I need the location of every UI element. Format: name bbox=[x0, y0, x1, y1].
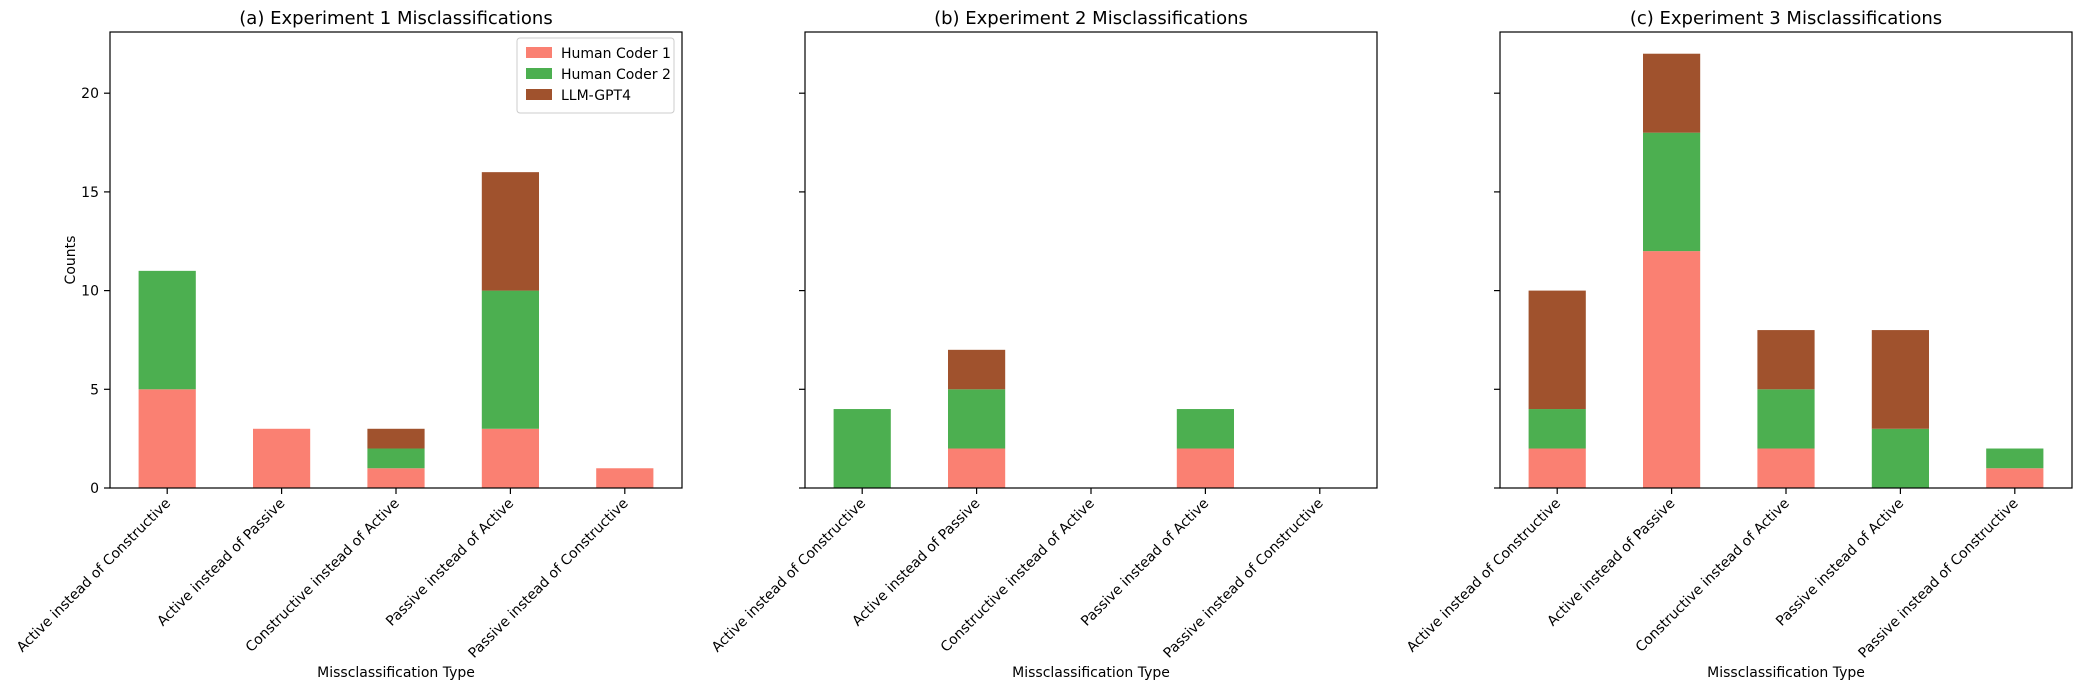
y-tick-label: 0 bbox=[90, 481, 99, 497]
bar-human-coder-1-3 bbox=[367, 468, 425, 488]
x-tick-label: Active instead of Passive bbox=[154, 496, 288, 630]
bar-llm-gpt4-4 bbox=[1871, 330, 1929, 429]
bar-llm-gpt4-3 bbox=[367, 428, 425, 449]
x-tick-label: Passive instead of Active bbox=[1773, 496, 1907, 630]
bar-human-coder-2-4 bbox=[1176, 409, 1234, 449]
x-tick-label: Passive instead of Active bbox=[383, 496, 517, 630]
bar-human-coder-2-5 bbox=[1986, 448, 2044, 469]
legend: Human Coder 1 Human Coder 2 LLM-GPT4 bbox=[516, 37, 675, 114]
bar-human-coder-1-3 bbox=[1757, 448, 1815, 488]
chart-title: (a) Experiment 1 Misclassifications bbox=[239, 8, 552, 29]
bar-llm-gpt4-4 bbox=[481, 172, 539, 291]
y-tick-label: 10 bbox=[81, 284, 99, 300]
x-tick-label: Active instead of Passive bbox=[849, 496, 983, 630]
bar-llm-gpt4-3 bbox=[1757, 330, 1815, 390]
x-axis-label: Missclassification Type bbox=[1012, 665, 1170, 681]
x-tick-label: Active instead of Constructive bbox=[1404, 496, 1564, 656]
bar-human-coder-1-4 bbox=[1176, 448, 1234, 488]
legend-swatch bbox=[526, 47, 552, 58]
y-axis-label: Counts bbox=[63, 236, 79, 285]
chart-title: (c) Experiment 3 Misclassifications bbox=[1630, 8, 1942, 29]
legend-label: Human Coder 2 bbox=[561, 67, 671, 83]
bar-human-coder-2-3 bbox=[1757, 389, 1815, 449]
legend-label: Human Coder 1 bbox=[561, 46, 671, 62]
x-tick-label: Passive instead of Active bbox=[1078, 496, 1212, 630]
bar-human-coder-1-1 bbox=[138, 389, 196, 488]
bar-human-coder-2-1 bbox=[833, 409, 891, 488]
bar-llm-gpt4-1 bbox=[1528, 290, 1586, 410]
y-tick-label: 15 bbox=[81, 185, 99, 201]
y-tick-label: 20 bbox=[81, 86, 99, 102]
bar-human-coder-1-2 bbox=[1643, 251, 1701, 488]
y-tick-label: 5 bbox=[90, 382, 99, 398]
bar-human-coder-1-2 bbox=[253, 428, 311, 488]
legend-label: LLM-GPT4 bbox=[561, 88, 631, 104]
x-tick-label: Active instead of Constructive bbox=[709, 496, 869, 656]
bar-human-coder-2-1 bbox=[138, 270, 196, 390]
bar-human-coder-2-1 bbox=[1528, 409, 1586, 449]
x-axis-label: Missclassification Type bbox=[317, 665, 475, 681]
bar-human-coder-1-5 bbox=[1986, 468, 2044, 488]
bar-human-coder-2-2 bbox=[948, 389, 1006, 449]
bar-human-coder-2-4 bbox=[481, 290, 539, 429]
bar-llm-gpt4-2 bbox=[1643, 53, 1701, 133]
x-axis-label: Missclassification Type bbox=[1707, 665, 1865, 681]
legend-box bbox=[516, 37, 675, 114]
bar-llm-gpt4-2 bbox=[948, 349, 1006, 390]
legend-swatch bbox=[526, 68, 552, 79]
bar-human-coder-2-4 bbox=[1871, 428, 1929, 488]
bar-human-coder-1-5 bbox=[596, 468, 654, 488]
bar-human-coder-1-2 bbox=[948, 448, 1006, 488]
bar-human-coder-1-4 bbox=[481, 428, 539, 488]
bar-human-coder-2-3 bbox=[367, 448, 425, 469]
chart-title: (b) Experiment 2 Misclassifications bbox=[934, 8, 1248, 29]
bar-human-coder-2-2 bbox=[1643, 132, 1701, 252]
x-tick-label: Active instead of Passive bbox=[1544, 496, 1678, 630]
x-tick-label: Active instead of Constructive bbox=[14, 496, 174, 656]
subplot-1: 0 5 10 15 20 Active instead of ConstructiveAc… bbox=[14, 8, 683, 681]
legend-swatch bbox=[526, 89, 552, 100]
bar-human-coder-1-1 bbox=[1528, 448, 1586, 488]
